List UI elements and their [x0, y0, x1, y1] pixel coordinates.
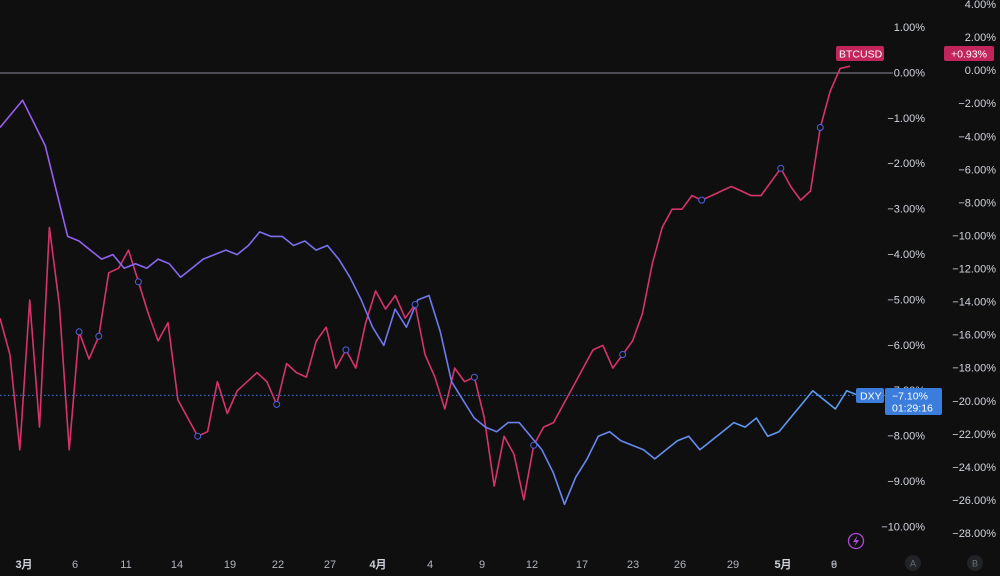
scale-b-label: B	[972, 559, 978, 569]
scale-b-button[interactable]: B	[967, 555, 983, 571]
far-right-axis-tick-label: −20.00%	[952, 396, 996, 408]
time-axis-label: 22	[272, 559, 284, 571]
scale-a-label: A	[910, 559, 916, 569]
dxy-value-box	[885, 388, 942, 415]
time-axis-label: 5月	[774, 558, 791, 571]
marker-layer	[75, 124, 824, 449]
time-axis-label: 19	[224, 559, 236, 571]
right-axis-tick-label: −10.00%	[881, 521, 925, 533]
far-right-axis-tick-label: 4.00%	[965, 0, 996, 11]
dxy-series-tag[interactable]: DXY	[856, 388, 884, 403]
far-right-axis-tick-label: −26.00%	[952, 495, 996, 507]
scale-b-circle	[967, 555, 983, 571]
scale-a-circle	[905, 555, 921, 571]
lightning-icon	[853, 535, 859, 547]
event-marker[interactable]	[342, 346, 350, 354]
btcusd-line[interactable]	[0, 65, 851, 501]
time-axis-label: 6	[72, 559, 78, 571]
far-right-axis-tick-label: −4.00%	[958, 131, 996, 143]
far-right-axis-tick-label: −10.00%	[952, 230, 996, 242]
time-axis-label: 3月	[15, 558, 32, 571]
time-axis-label: 26	[674, 559, 686, 571]
time-axis-label: 11	[120, 559, 131, 571]
time-axis-label: 12	[526, 559, 538, 571]
event-marker[interactable]	[816, 124, 824, 131]
event-marker[interactable]	[530, 441, 538, 449]
event-marker[interactable]	[470, 373, 478, 381]
dxy-line[interactable]	[0, 99, 859, 506]
right-axis-tick-label: −4.00%	[887, 249, 925, 261]
time-axis-label: 6	[831, 559, 837, 571]
dxy-value-label: −7.10%	[892, 391, 928, 403]
far-right-axis-tick-label: −22.00%	[952, 429, 996, 441]
btcusd-value-box	[944, 46, 994, 61]
right-axis-tick-label: −3.00%	[887, 204, 925, 216]
time-axis-label: 29	[727, 559, 739, 571]
right-axis-tick-label: −2.00%	[887, 158, 925, 170]
far-right-axis-tick-label: −28.00%	[952, 528, 996, 540]
time-axis-label: 14	[171, 559, 183, 571]
event-marker[interactable]	[134, 278, 142, 286]
time-axis-label: 4	[427, 559, 433, 571]
event-marker[interactable]	[95, 332, 103, 340]
far-right-axis-tick-label: −6.00%	[958, 164, 996, 176]
scale-a-button[interactable]: A	[905, 555, 921, 571]
dxy-tag-box	[856, 388, 884, 403]
btcusd-tag-box	[836, 46, 884, 61]
right-axis-tick-label: −6.00%	[887, 340, 925, 352]
event-marker[interactable]	[194, 432, 202, 440]
btcusd-series-tag[interactable]: BTCUSD	[836, 46, 884, 61]
far-right-percent-axis[interactable]: 4.00% 2.00% 0.00% −2.00% −4.00% −6.00% −8.00% −…	[952, 0, 996, 540]
dxy-countdown-timer: 01:29:16	[892, 403, 933, 415]
far-right-axis-tick-label: −2.00%	[958, 98, 996, 110]
time-axis-label: 17	[576, 559, 588, 571]
event-marker[interactable]	[619, 351, 627, 358]
event-marker[interactable]	[75, 328, 83, 336]
btcusd-value-tag[interactable]: +0.93%	[944, 46, 994, 61]
right-axis-tick-label: −5.00%	[887, 294, 925, 306]
far-right-axis-tick-label: −16.00%	[952, 330, 996, 342]
dxy-value-tag[interactable]: −7.10% 01:29:16	[885, 388, 942, 415]
time-axis-label: 9	[479, 559, 485, 571]
time-axis-label: 9	[831, 559, 837, 571]
time-axis-label: 23	[627, 559, 639, 571]
btcusd-value-label: +0.93%	[951, 49, 987, 61]
time-axis-label: 27	[324, 559, 336, 571]
far-right-axis-tick-label: −8.00%	[958, 197, 996, 209]
event-marker[interactable]	[777, 164, 785, 172]
right-axis-tick-label: −1.00%	[887, 113, 925, 125]
far-right-axis-tick-label: 0.00%	[965, 65, 996, 77]
far-right-axis-tick-label: 2.00%	[965, 32, 996, 44]
event-marker[interactable]	[273, 400, 281, 408]
far-right-axis-tick-label: −18.00%	[952, 363, 996, 375]
btcusd-tag-label: BTCUSD	[839, 49, 883, 61]
right-axis-tick-label: −9.00%	[887, 476, 925, 488]
far-right-axis-tick-label: −12.00%	[952, 264, 996, 276]
time-axis-label: 4月	[369, 558, 386, 571]
series-layer	[0, 65, 859, 506]
far-right-axis-tick-label: −24.00%	[952, 462, 996, 474]
lightning-button[interactable]	[847, 532, 865, 550]
event-marker[interactable]	[411, 301, 419, 308]
time-axis[interactable]: 3月 6 11 14 19 22 27 4月 4 9 12 17 23 26 29 5月 69	[15, 558, 837, 571]
lightning-icon-ring	[847, 532, 865, 550]
dxy-tag-label: DXY	[860, 391, 882, 403]
event-marker[interactable]	[698, 196, 706, 204]
right-axis-tick-label: 0.00%	[894, 67, 925, 79]
right-axis-tick-label: 1.00%	[894, 22, 925, 34]
right-axis-tick-label: −8.00%	[887, 431, 925, 443]
far-right-axis-tick-label: −14.00%	[952, 297, 996, 309]
